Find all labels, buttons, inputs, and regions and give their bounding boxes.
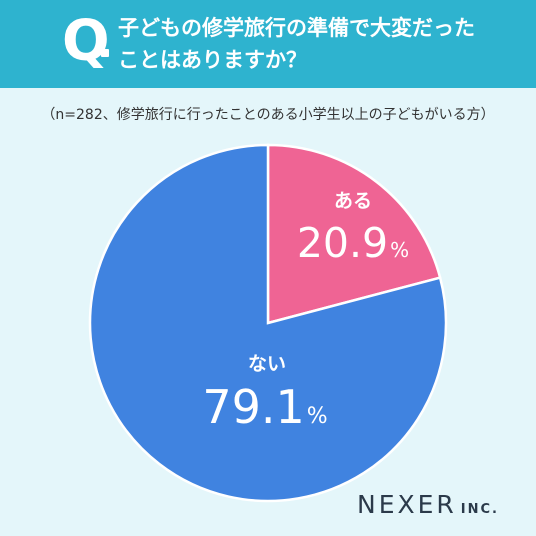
- sample-note: （n=282、修学旅行に行ったことのある小学生以上の子どもがいる方）: [41, 107, 495, 123]
- slice-label-nai: ない: [248, 353, 286, 375]
- question-header: Q 子どもの修学旅行の準備で大変だった ことはありますか？: [0, 0, 536, 88]
- slice-value-nai: 79.1%: [202, 380, 327, 434]
- question-line-2: ことはありますか？: [118, 48, 307, 72]
- nexer-logo: NEXER INC.: [357, 490, 499, 524]
- pie-slice-aru: [266, 143, 442, 325]
- q-mark: Q: [62, 9, 110, 74]
- slice-label-aru: ある: [334, 190, 372, 212]
- question-text: 子どもの修学旅行の準備で大変だった ことはありますか？: [118, 12, 518, 76]
- logo-suffix: INC.: [460, 502, 499, 517]
- pie-slice-nai: [88, 143, 448, 503]
- q-dot: [101, 49, 109, 57]
- logo-name: NEXER: [357, 490, 457, 519]
- slice-value-aru: 20.9%: [297, 219, 409, 267]
- question-line-1: 子どもの修学旅行の準備で大変だった: [118, 16, 475, 40]
